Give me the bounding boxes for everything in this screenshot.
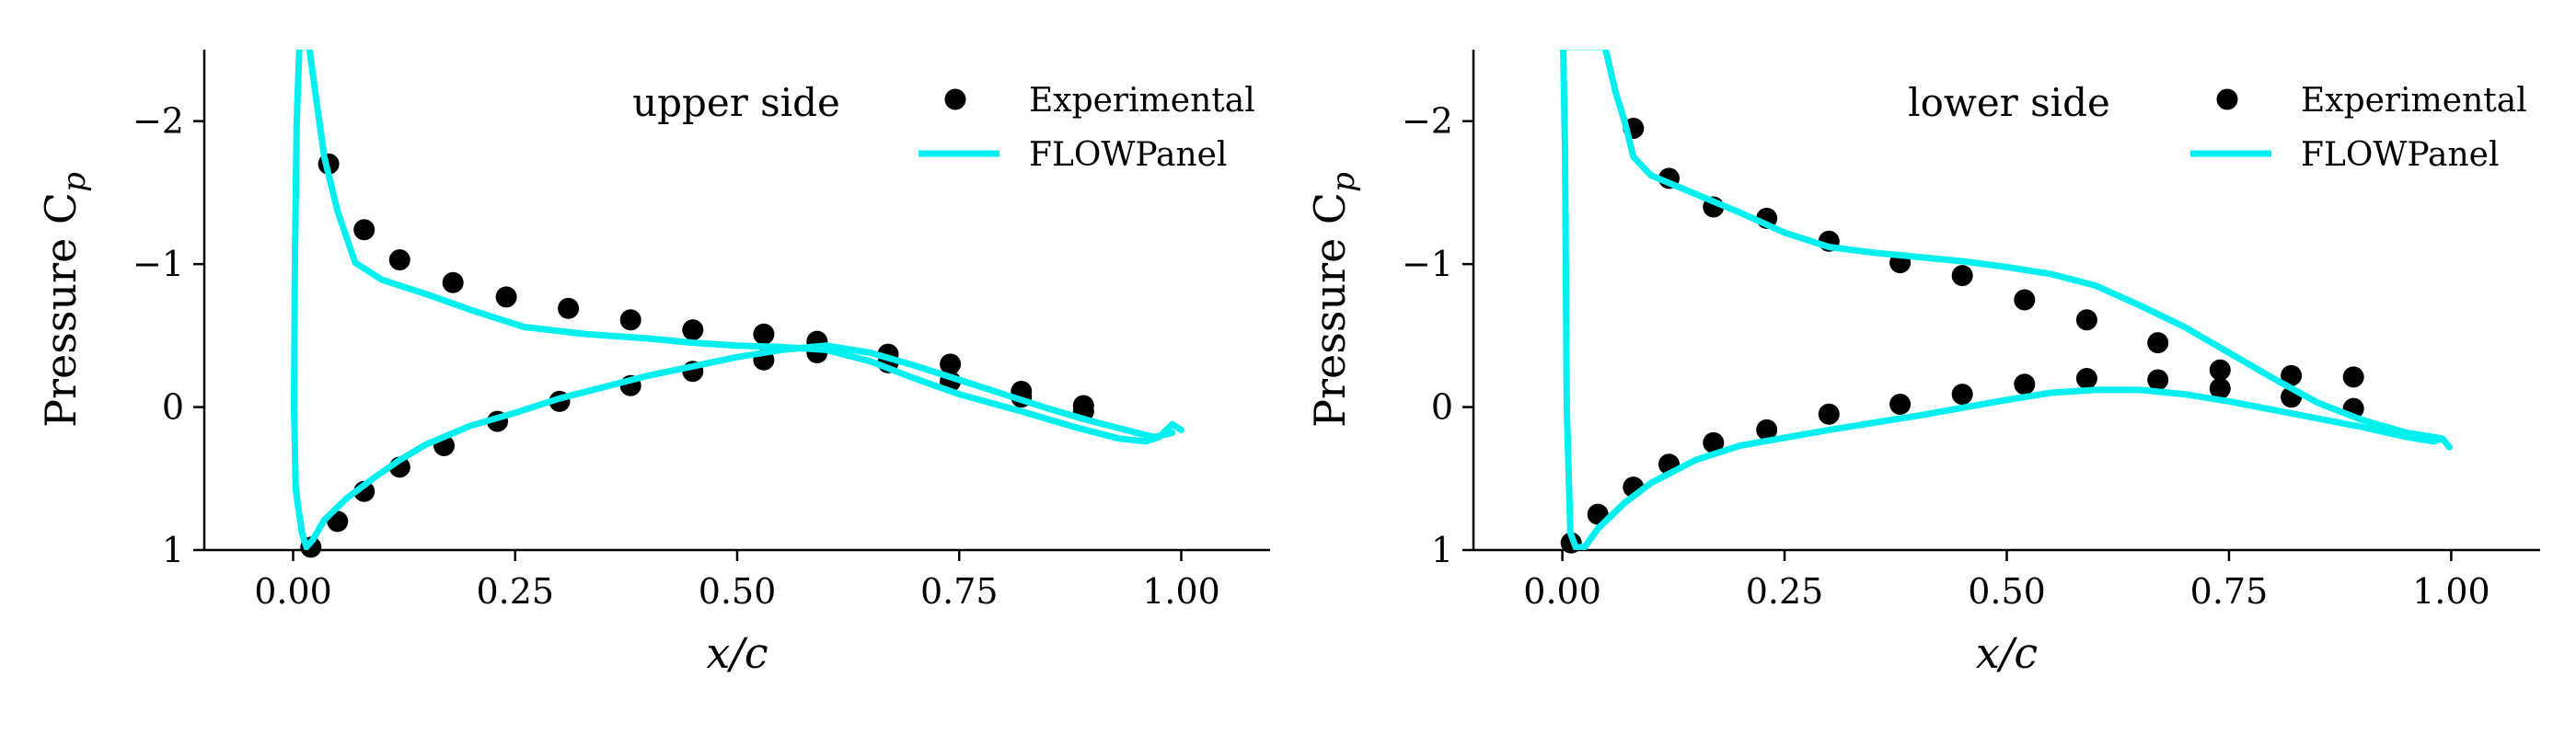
legend-label-flowpanel: FLOWPanel bbox=[2301, 136, 2499, 174]
y-tick-label: 0 bbox=[162, 387, 184, 428]
y-axis-label-sub: p bbox=[1325, 172, 1362, 192]
y-tick-label: 1 bbox=[162, 530, 184, 570]
experimental-point bbox=[2147, 332, 2169, 354]
y-tick-label: 1 bbox=[1431, 530, 1453, 570]
legend: Experimental FLOWPanel bbox=[918, 82, 1255, 174]
legend-label-experimental: Experimental bbox=[1029, 82, 1255, 120]
experimental-point bbox=[2342, 366, 2364, 388]
experimental-point bbox=[2281, 364, 2303, 386]
experimental-point bbox=[1818, 403, 1840, 425]
x-tick-label: 1.00 bbox=[1142, 571, 1220, 612]
experimental-point bbox=[495, 286, 517, 308]
y-tick-label: −1 bbox=[1402, 244, 1453, 284]
experimental-points bbox=[1560, 118, 2364, 554]
x-tick-label: 0.25 bbox=[1746, 571, 1824, 612]
experimental-point bbox=[1951, 265, 1973, 287]
experimental-point bbox=[940, 353, 962, 375]
y-tick-label: 0 bbox=[1431, 387, 1453, 428]
experimental-point bbox=[388, 249, 410, 270]
y-tick-label: −2 bbox=[1402, 101, 1453, 142]
x-tick-label: 0.75 bbox=[2190, 571, 2269, 612]
experimental-point bbox=[1756, 419, 1778, 441]
experimental-point bbox=[682, 319, 704, 341]
experimental-point bbox=[753, 323, 775, 345]
x-tick-label: 1.00 bbox=[2412, 571, 2490, 612]
chart-panel-2: 0.00 0.25 0.50 0.75 1.00 −2 −1 0 1 x/c Pressure Cp… bbox=[1305, 50, 2540, 678]
x-axis-label: x/c bbox=[706, 628, 768, 678]
legend-marker-experimental bbox=[944, 88, 966, 110]
experimental-point bbox=[1703, 431, 1725, 453]
experimental-point bbox=[2075, 368, 2097, 389]
y-axis-label-main: Pressure C bbox=[36, 192, 86, 428]
x-tick-label: 0.50 bbox=[1968, 571, 2046, 612]
legend-label-flowpanel: FLOWPanel bbox=[1029, 136, 1227, 174]
y-axis-label-main: Pressure C bbox=[1305, 192, 1355, 428]
legend-label-experimental: Experimental bbox=[2301, 82, 2527, 120]
experimental-point bbox=[2209, 359, 2231, 381]
experimental-point bbox=[1889, 394, 1912, 415]
y-axis-label: Pressure Cp bbox=[36, 172, 93, 428]
x-axis-label: x/c bbox=[1976, 628, 2038, 678]
x-tick-label: 0.75 bbox=[920, 571, 999, 612]
y-axis-label: Pressure Cp bbox=[1305, 172, 1362, 428]
experimental-point bbox=[2075, 309, 2097, 331]
experimental-point bbox=[619, 309, 641, 331]
legend-marker-experimental bbox=[2216, 88, 2238, 110]
y-tick-label: −1 bbox=[133, 244, 184, 284]
x-tick-label: 0.25 bbox=[476, 571, 554, 612]
side-annotation: lower side bbox=[1908, 80, 2110, 125]
legend: Experimental FLOWPanel bbox=[2190, 82, 2527, 174]
experimental-point bbox=[2014, 373, 2036, 396]
side-annotation: upper side bbox=[632, 80, 840, 125]
experimental-point bbox=[1951, 384, 1973, 406]
experimental-point bbox=[353, 219, 375, 241]
y-tick-label: −2 bbox=[133, 101, 184, 142]
y-axis-label-sub: p bbox=[56, 172, 93, 192]
experimental-point bbox=[442, 271, 464, 293]
experimental-point bbox=[2209, 377, 2231, 399]
x-tick-label: 0.50 bbox=[699, 571, 777, 612]
chart-panel-1: 0.00 0.25 0.50 0.75 1.00 −2 −1 0 1 x/c Pressure Cp… bbox=[36, 50, 1270, 678]
x-tick-label: 0.00 bbox=[1523, 571, 1601, 612]
experimental-point bbox=[558, 297, 580, 319]
flowpanel-line bbox=[291, 50, 1184, 550]
experimental-points bbox=[300, 153, 1094, 558]
x-tick-label: 0.00 bbox=[254, 571, 332, 612]
experimental-point bbox=[2014, 289, 2036, 311]
flowpanel-line bbox=[1560, 50, 2453, 550]
experimental-point bbox=[2147, 369, 2169, 391]
